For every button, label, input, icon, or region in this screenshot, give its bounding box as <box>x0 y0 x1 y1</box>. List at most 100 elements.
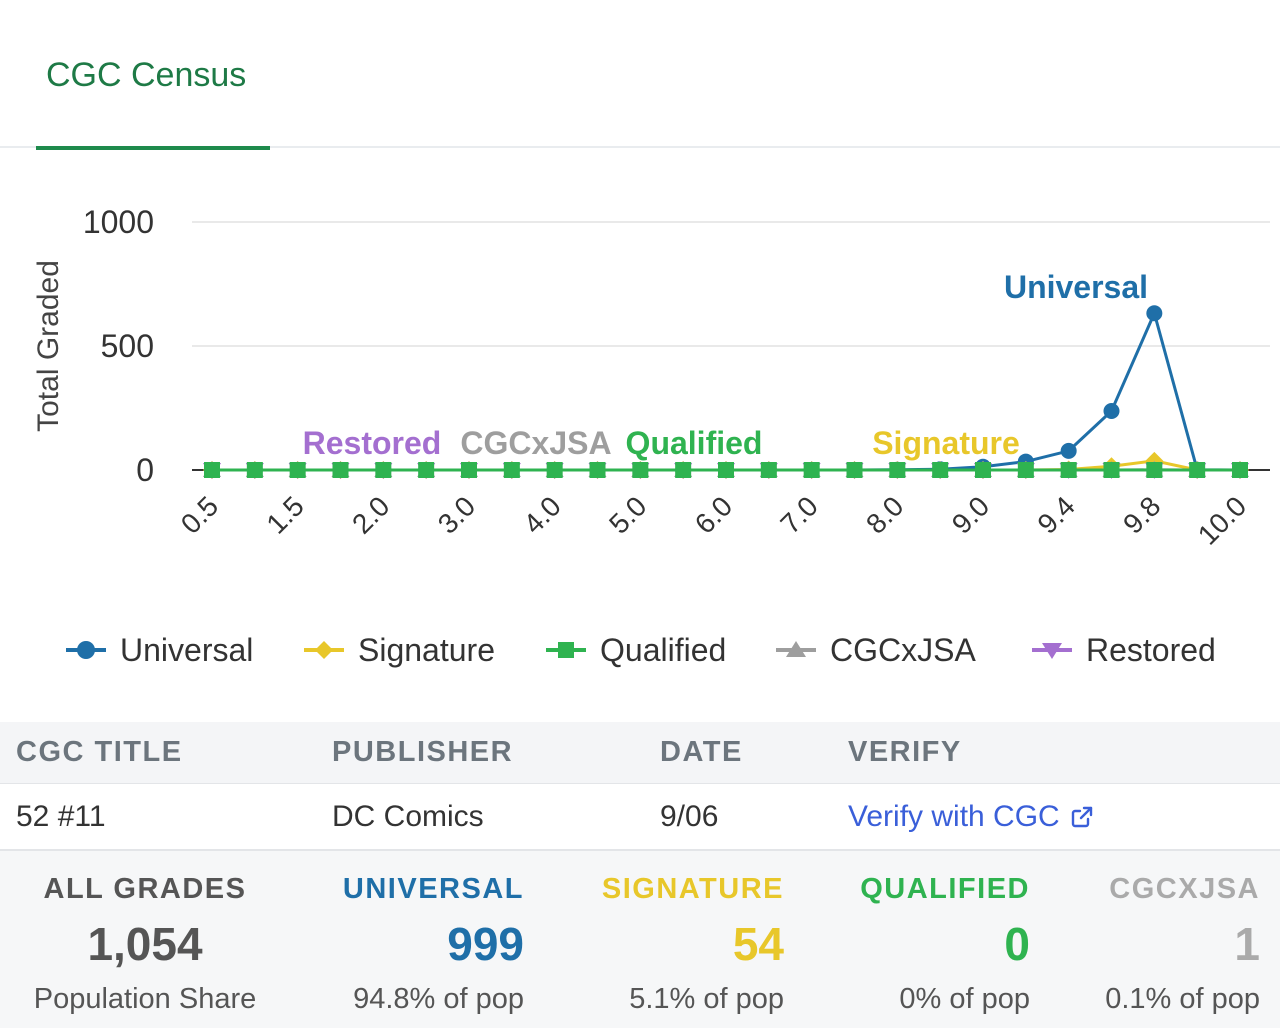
x-tick-label: 8.0 <box>860 490 909 539</box>
y-axis-label: Total Graded <box>32 260 65 432</box>
x-tick-label: 6.0 <box>689 490 738 539</box>
data-point-qualified <box>1017 462 1034 478</box>
x-tick-label: 5.0 <box>603 490 652 539</box>
x-tick-label: 0.5 <box>175 490 224 539</box>
series-annotation-universal: Universal <box>1004 269 1148 305</box>
data-point-universal <box>1146 305 1163 322</box>
stat-signature: SIGNATURE 54 5.1% of pop <box>560 851 784 1028</box>
data-point-qualified <box>632 462 649 478</box>
legend-label: Universal <box>120 631 254 668</box>
legend-item-signature[interactable]: Signature <box>302 622 495 678</box>
legend-item-universal[interactable]: Universal <box>64 622 253 678</box>
data-point-qualified <box>461 462 477 478</box>
x-tick-label: 10.0 <box>1192 490 1252 550</box>
data-point-qualified <box>1103 462 1120 478</box>
legend-label: CGCxJSA <box>830 631 976 668</box>
chart-legend: Universal Signature Qualified CGCxJSA Restor… <box>0 622 1280 678</box>
stat-heading: QUALIFIED <box>860 873 1030 905</box>
data-point-universal <box>1060 442 1077 459</box>
cell-date: 9/06 <box>660 800 719 833</box>
tab-cgc-census[interactable]: CGC Census <box>36 0 270 150</box>
data-point-qualified <box>803 462 820 478</box>
population-stats: ALL GRADES 1,054 Population Share UNIVER… <box>0 850 1280 1028</box>
header-verify: VERIFY <box>848 736 962 768</box>
legend-triangle-down-icon <box>1032 643 1072 659</box>
verify-link-label: Verify with CGC <box>848 800 1060 833</box>
x-tick-label: 2.0 <box>346 490 395 539</box>
series-annotation-qualified: Qualified <box>626 425 763 461</box>
data-point-universal <box>1103 402 1120 419</box>
external-link-icon <box>1071 806 1092 828</box>
census-table: CGC TITLE PUBLISHER DATE VERIFY 52 #11 D… <box>0 722 1280 850</box>
stat-sub: 0% of pop <box>899 983 1030 1015</box>
stat-heading: UNIVERSAL <box>342 873 524 905</box>
stat-sub: Population Share <box>33 983 257 1015</box>
legend-label: Restored <box>1086 631 1216 668</box>
series-annotation-signature: Signature <box>872 425 1020 461</box>
stat-value: 54 <box>732 918 784 970</box>
data-point-qualified <box>204 462 220 478</box>
stat-sub: 94.8% of pop <box>353 983 524 1015</box>
data-point-qualified <box>546 462 563 478</box>
data-point-qualified <box>1189 462 1206 478</box>
data-point-qualified <box>760 462 777 478</box>
data-point-qualified <box>503 462 520 478</box>
header-publisher: PUBLISHER <box>332 736 514 768</box>
chart-svg: 0 500 1000 Total Graded 0.5 1.5 2.0 3.0 4.0 5.0 6.… <box>32 204 1270 551</box>
cell-publisher: DC Comics <box>332 800 484 833</box>
tab-bar: CGC Census <box>0 0 1280 150</box>
stat-qualified: QUALIFIED 0 0% of pop <box>820 851 1030 1028</box>
data-point-qualified <box>1146 462 1163 478</box>
y-tick-label: 0 <box>136 452 154 488</box>
legend-label: Qualified <box>600 631 727 668</box>
data-point-qualified <box>889 462 906 478</box>
data-point-qualified <box>289 462 306 478</box>
x-tick-label: 1.5 <box>260 490 309 539</box>
legend-item-cgcxjsa[interactable]: CGCxJSA <box>774 622 976 678</box>
stat-heading: SIGNATURE <box>601 873 784 905</box>
data-point-qualified <box>975 462 991 478</box>
data-point-qualified <box>718 462 734 478</box>
header-date: DATE <box>660 736 743 768</box>
stat-heading: CGCXJSA <box>1109 873 1260 905</box>
cell-title: 52 #11 <box>16 800 106 833</box>
y-tick-label: 500 <box>101 328 154 364</box>
data-point-qualified <box>932 462 949 478</box>
stat-value: 0 <box>1004 918 1030 970</box>
y-tick-label: 1000 <box>83 204 154 240</box>
legend-triangle-icon <box>776 641 816 657</box>
x-tick-label: 4.0 <box>517 490 566 539</box>
data-point-qualified <box>332 462 349 478</box>
stat-value: 1 <box>1234 918 1260 970</box>
stat-heading: ALL GRADES <box>43 873 247 905</box>
data-point-qualified <box>1232 462 1248 478</box>
series-annotation-cgcxjsa: CGCxJSA <box>460 425 611 461</box>
x-tick-label: 9.0 <box>946 490 995 539</box>
data-point-qualified <box>1060 462 1077 478</box>
data-point-qualified <box>246 462 263 478</box>
legend-diamond-icon <box>304 641 344 659</box>
verify-with-cgc-link[interactable]: Verify with CGC <box>848 800 1094 834</box>
series-annotation-restored: Restored <box>303 425 442 461</box>
stat-value: 999 <box>447 918 524 970</box>
legend-item-restored[interactable]: Restored <box>1030 622 1216 678</box>
stat-sub: 0.1% of pop <box>1105 983 1260 1015</box>
table-row: 52 #11 DC Comics 9/06 Verify with CGC <box>0 784 1280 850</box>
x-tick-label: 9.4 <box>1031 490 1080 539</box>
tab-label: CGC Census <box>46 56 247 94</box>
stat-sub: 5.1% of pop <box>629 983 784 1015</box>
data-point-qualified <box>846 462 863 478</box>
x-tick-label: 9.8 <box>1117 490 1166 539</box>
header-cgc-title: CGC TITLE <box>16 736 183 768</box>
data-point-qualified <box>418 462 435 478</box>
legend-circle-icon <box>66 641 106 659</box>
stat-cgcxjsa: CGCXJSA 1 0.1% of pop <box>1060 851 1260 1028</box>
x-tick-label: 3.0 <box>432 490 481 539</box>
legend-label: Signature <box>358 631 495 668</box>
stat-universal: UNIVERSAL 999 94.8% of pop <box>300 851 524 1028</box>
legend-item-qualified[interactable]: Qualified <box>544 622 726 678</box>
x-tick-label: 7.0 <box>774 490 823 539</box>
stat-all-grades: ALL GRADES 1,054 Population Share <box>20 851 270 1028</box>
table-header: CGC TITLE PUBLISHER DATE VERIFY <box>0 722 1280 784</box>
legend-square-icon <box>546 642 586 658</box>
